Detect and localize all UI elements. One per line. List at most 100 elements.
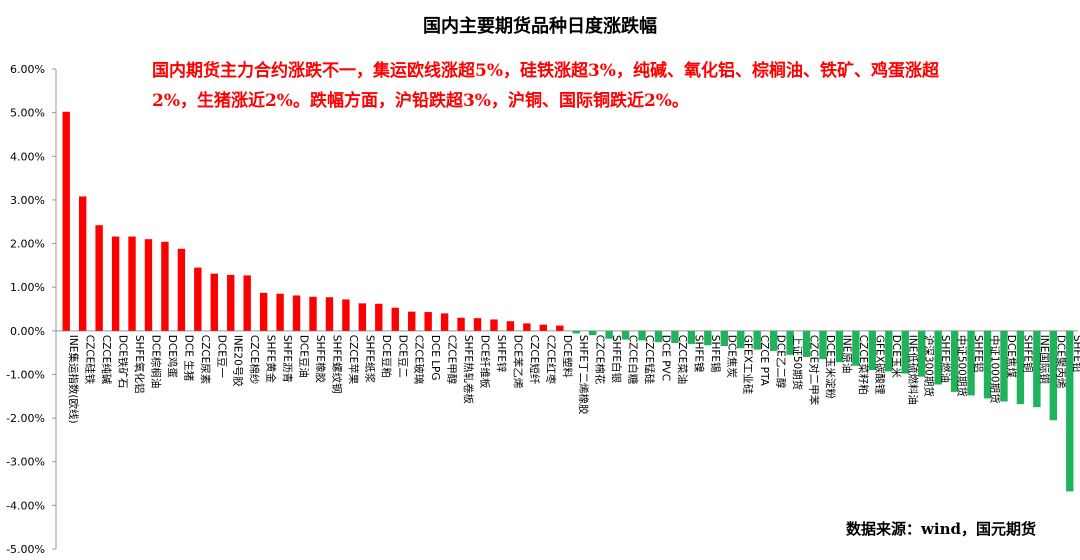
bar-22 <box>408 311 416 331</box>
bar-7 <box>161 241 169 331</box>
bar-34 <box>605 330 613 339</box>
x-tick-label: INE原油 <box>840 335 853 374</box>
x-tick-label: CZCE硅铁 <box>84 335 97 385</box>
bar-19 <box>358 303 367 331</box>
x-tick-label: SHFE白银 <box>610 335 623 384</box>
bar-32 <box>572 330 580 334</box>
bar-9 <box>194 267 202 331</box>
bar-43 <box>753 330 761 350</box>
source-note: 数据来源：wind，国元期货 <box>846 520 1037 538</box>
x-tick-label: SHFE镍 <box>692 335 705 373</box>
bar-37 <box>654 330 663 343</box>
x-tick-label: SHFE沥青 <box>281 335 294 383</box>
x-tick-label: CZCE菜籽粕 <box>857 335 870 395</box>
y-tick-label: 2.00% <box>10 238 45 251</box>
bar-5 <box>128 236 136 331</box>
x-tick-label: SHFE燃油 <box>939 335 952 383</box>
x-tick-label: 中证500期货 <box>956 335 969 397</box>
bar-38 <box>671 330 679 344</box>
x-tick-label: DCE焦煤 <box>1005 335 1018 379</box>
bar-20 <box>375 303 383 331</box>
bar-61 <box>1049 330 1058 421</box>
x-tick-label: CZCE短纤 <box>528 335 541 385</box>
bar-33 <box>588 330 597 336</box>
bar-54 <box>934 330 942 385</box>
bar-25 <box>457 317 465 331</box>
bar-6 <box>144 239 153 331</box>
x-tick-label: SHFE铜 <box>1021 335 1033 373</box>
bar-42 <box>737 330 745 349</box>
bar-23 <box>424 312 432 331</box>
bar-50 <box>868 330 877 371</box>
x-tick-label: DCE PVC <box>659 335 671 381</box>
bar-47 <box>819 330 827 360</box>
bar-1 <box>62 111 70 331</box>
x-tick-label: CZCE红枣 <box>544 335 557 385</box>
bar-44 <box>769 330 778 351</box>
bar-18 <box>342 299 350 331</box>
x-tick-label: DCE LPG <box>429 335 441 381</box>
bar-40 <box>704 330 712 346</box>
bar-52 <box>901 330 909 374</box>
bar-35 <box>621 330 630 340</box>
y-tick-label: -3.00% <box>6 456 45 469</box>
x-tick-label: CZCE对二甲苯 <box>808 335 821 406</box>
bar-36 <box>638 330 646 341</box>
bar-56 <box>967 330 975 396</box>
bar-28 <box>506 321 515 331</box>
x-tick-label: DCE豆二 <box>396 335 408 378</box>
bar-17 <box>325 297 334 331</box>
x-tick-label: CZCE棉花 <box>594 335 607 385</box>
bar-21 <box>391 307 399 331</box>
y-tick-label: 1.00% <box>10 281 45 294</box>
x-tick-label: SHFE热轧卷板 <box>462 335 475 405</box>
bar-30 <box>539 324 548 331</box>
x-tick-label: DCE豆一 <box>215 335 227 379</box>
x-tick-label: INE集运指数(欧线) <box>67 335 80 424</box>
x-tick-label: DCE豆油 <box>298 335 311 378</box>
chart-annotation: 国内期货主力合约涨跌不一，集运欧线涨超5%，硅铁涨超3%，纯碱、氧化铝、棕榈油、… <box>152 56 1012 116</box>
annotation-line-2: 2%，生猪涨近2%。跌幅方面，沪铅跌超3%，沪铜、国际铜跌近2%。 <box>152 91 689 111</box>
bar-26 <box>473 318 482 331</box>
bar-16 <box>309 296 317 331</box>
y-tick-label: 3.00% <box>10 194 45 207</box>
x-tick-label: DCE鸡蛋 <box>166 335 179 379</box>
x-tick-label: CZCE纯碱 <box>100 335 113 385</box>
chart-title: 国内主要期货品种日度涨跌幅 <box>423 16 657 37</box>
x-labels: INE集运指数(欧线) CZCE硅铁 CZCE纯碱 DCE铁矿石 SHFE氧化铝 DCE棕… <box>67 335 1080 424</box>
x-tick-label: DCE棕榈油 <box>149 335 162 389</box>
bar-45 <box>786 330 794 355</box>
x-tick-label: CZCE甲醇 <box>446 335 459 385</box>
x-tick-label: DCE豆粕 <box>380 335 393 378</box>
y-tick-label: -5.00% <box>6 543 45 556</box>
bar-13 <box>259 292 268 331</box>
bar-10 <box>210 273 218 331</box>
x-tick-label: CZCE苹果 <box>347 335 360 385</box>
x-tick-label: DCE 生猪 <box>182 335 195 382</box>
bar-2 <box>78 196 87 331</box>
x-tick-label: DCE聚丙烯 <box>1054 335 1067 389</box>
annotation-line-1: 国内期货主力合约涨跌不一，集运欧线涨超5%，硅铁涨超3%，纯碱、氧化铝、棕榈油、… <box>152 61 939 81</box>
bar-29 <box>523 323 531 331</box>
x-tick-label: DCE焦炭 <box>725 335 738 379</box>
x-tick-label: CZCE玻璃 <box>413 335 426 385</box>
bar-24 <box>440 313 449 331</box>
bar-51 <box>885 330 893 372</box>
bars <box>62 111 1074 492</box>
bar-49 <box>852 330 860 366</box>
x-tick-label: 上证50期货 <box>791 335 804 390</box>
x-tick-label: DCE玉米淀粉 <box>824 335 837 400</box>
bar-14 <box>276 293 284 331</box>
x-tick-label: DCE乙二醇 <box>775 335 788 389</box>
bar-55 <box>950 330 959 392</box>
x-tick-label: SHFE橡胶 <box>314 335 327 384</box>
x-tick-label: DCE苯乙烯 <box>511 335 524 389</box>
bar-8 <box>177 248 186 331</box>
bar-58 <box>1000 330 1008 402</box>
x-tick-label: CZCE PTA <box>758 335 770 387</box>
x-tick-label: SHFE锌 <box>495 335 508 373</box>
y-tick-label: -2.00% <box>6 412 45 425</box>
bar-60 <box>1033 330 1041 408</box>
y-tick-label: 4.00% <box>10 150 45 163</box>
x-tick-label: DCE铁矿石 <box>117 335 130 389</box>
